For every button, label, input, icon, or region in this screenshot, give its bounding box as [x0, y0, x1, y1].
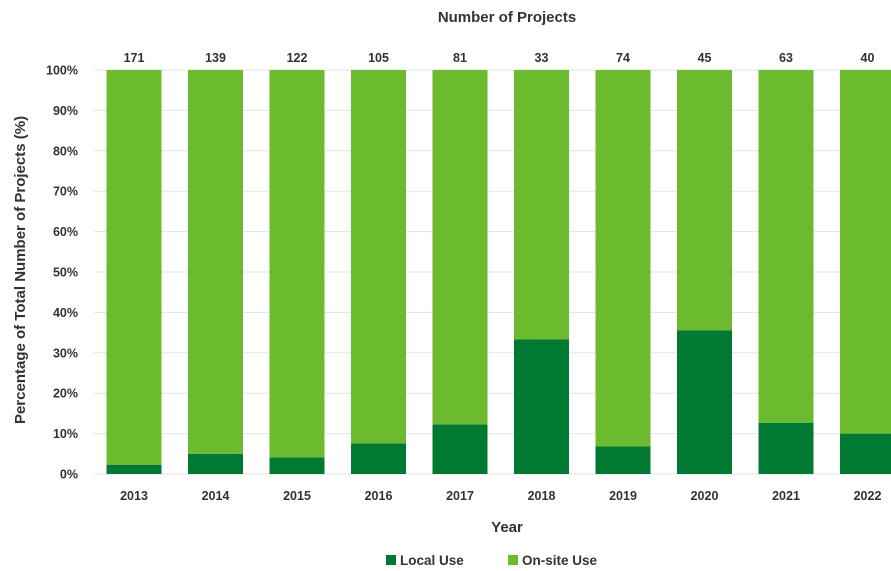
bar-local-use-2013	[106, 464, 162, 474]
project-count-label: 63	[779, 51, 793, 65]
x-tick-label: 2014	[202, 489, 230, 503]
bar-on-site-use-2018	[514, 70, 569, 340]
project-count-label: 45	[698, 51, 712, 65]
x-tick-labels: 2013 2014 2015 2016 2017 2018 2019 2020 2021 2022	[120, 489, 881, 503]
legend-label-on-site-use: On-site Use	[522, 553, 598, 568]
project-count-label: 40	[861, 51, 875, 65]
x-tick-label: 2016	[365, 489, 393, 503]
bar-on-site-use-2014	[188, 70, 243, 454]
bar-local-use-2018	[514, 339, 569, 474]
bar-local-use-2014	[188, 453, 243, 474]
x-tick-label: 2019	[609, 489, 637, 503]
bar-on-site-use-2020	[677, 70, 732, 331]
bar-on-site-use-2022	[840, 70, 891, 434]
project-count-label: 105	[368, 51, 389, 65]
legend: Local Use On-site Use	[386, 553, 598, 568]
bar-local-use-2017	[432, 424, 488, 474]
legend-swatch-local-use	[386, 555, 396, 565]
project-count-labels: 171 139 122 105 81 33 74 45 63 40	[124, 51, 875, 65]
y-tick-label: 70%	[53, 185, 78, 199]
project-count-label: 171	[124, 51, 145, 65]
y-tick-label: 10%	[53, 427, 78, 441]
y-tick-label: 50%	[53, 266, 78, 280]
project-count-label: 74	[616, 51, 630, 65]
x-tick-label: 2013	[120, 489, 148, 503]
project-count-label: 33	[535, 51, 549, 65]
bar-local-use-2019	[595, 446, 651, 474]
y-axis-title: Percentage of Total Number of Projects (…	[12, 116, 29, 424]
bar-on-site-use-2019	[595, 70, 651, 447]
y-tick-label: 20%	[53, 387, 78, 401]
bar-on-site-use-2017	[432, 70, 488, 425]
project-count-label: 139	[205, 51, 226, 65]
bar-local-use-2016	[351, 443, 406, 474]
x-tick-label: 2015	[283, 489, 311, 503]
x-tick-label: 2018	[528, 489, 556, 503]
bar-on-site-use-2015	[269, 70, 325, 458]
x-axis-title: Year	[491, 519, 523, 536]
y-tick-label: 0%	[60, 468, 78, 482]
x-tick-label: 2022	[854, 489, 882, 503]
y-tick-label: 60%	[53, 225, 78, 239]
bar-local-use-2021	[758, 422, 814, 474]
bar-on-site-use-2021	[758, 70, 814, 423]
chart-title: Number of Projects	[438, 9, 576, 26]
bar-local-use-2015	[269, 457, 325, 474]
legend-label-local-use: Local Use	[400, 553, 464, 568]
bar-local-use-2020	[677, 330, 732, 474]
legend-swatch-on-site-use	[508, 555, 518, 565]
x-tick-label: 2017	[446, 489, 474, 503]
bar-local-use-2022	[840, 433, 891, 474]
y-tick-label: 100%	[46, 64, 78, 78]
project-count-label: 122	[287, 51, 308, 65]
bars	[106, 70, 891, 474]
x-tick-label: 2021	[772, 489, 800, 503]
y-tick-labels: 0% 10% 20% 30% 40% 50% 60% 70% 80% 90% 100%	[46, 64, 78, 482]
y-tick-label: 90%	[53, 104, 78, 118]
y-tick-label: 30%	[53, 346, 78, 360]
project-count-label: 81	[453, 51, 467, 65]
bar-on-site-use-2016	[351, 70, 406, 444]
x-tick-label: 2020	[691, 489, 719, 503]
y-tick-label: 80%	[53, 144, 78, 158]
bar-on-site-use-2013	[106, 70, 162, 465]
y-tick-label: 40%	[53, 306, 78, 320]
